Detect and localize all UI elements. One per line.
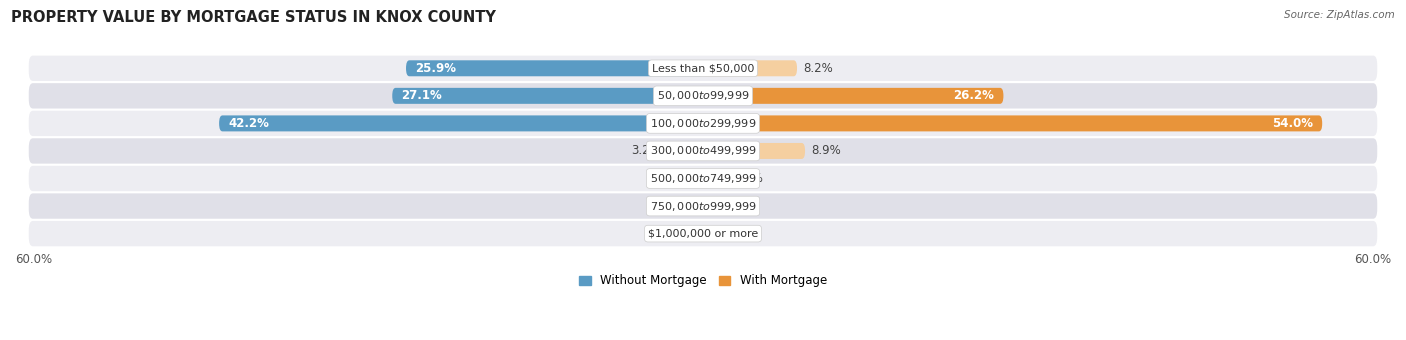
Text: 8.2%: 8.2%	[803, 62, 832, 75]
FancyBboxPatch shape	[703, 115, 1322, 131]
FancyBboxPatch shape	[28, 83, 1378, 108]
Text: 26.2%: 26.2%	[953, 89, 994, 102]
Legend: Without Mortgage, With Mortgage: Without Mortgage, With Mortgage	[574, 269, 832, 292]
FancyBboxPatch shape	[28, 56, 1378, 81]
Text: $500,000 to $749,999: $500,000 to $749,999	[650, 172, 756, 185]
Text: 3.2%: 3.2%	[631, 144, 661, 157]
FancyBboxPatch shape	[703, 171, 727, 187]
Text: 27.1%: 27.1%	[402, 89, 441, 102]
Text: 60.0%: 60.0%	[1354, 253, 1391, 267]
FancyBboxPatch shape	[28, 166, 1378, 191]
Text: $1,000,000 or more: $1,000,000 or more	[648, 228, 758, 239]
Text: 0.54%: 0.54%	[714, 227, 752, 240]
Text: 1.3%: 1.3%	[652, 172, 682, 185]
Text: 42.2%: 42.2%	[228, 117, 269, 130]
Text: $300,000 to $499,999: $300,000 to $499,999	[650, 144, 756, 157]
FancyBboxPatch shape	[28, 138, 1378, 164]
FancyBboxPatch shape	[666, 143, 703, 159]
Text: 0.3%: 0.3%	[664, 227, 693, 240]
FancyBboxPatch shape	[219, 115, 703, 131]
FancyBboxPatch shape	[392, 88, 703, 104]
Text: 54.0%: 54.0%	[1272, 117, 1313, 130]
Text: Source: ZipAtlas.com: Source: ZipAtlas.com	[1284, 10, 1395, 20]
Text: 0.07%: 0.07%	[659, 200, 696, 212]
Text: Less than $50,000: Less than $50,000	[652, 63, 754, 73]
Text: $100,000 to $299,999: $100,000 to $299,999	[650, 117, 756, 130]
Text: $750,000 to $999,999: $750,000 to $999,999	[650, 200, 756, 212]
Text: 0.0%: 0.0%	[709, 200, 738, 212]
Text: 8.9%: 8.9%	[811, 144, 841, 157]
FancyBboxPatch shape	[703, 226, 709, 242]
FancyBboxPatch shape	[703, 60, 797, 76]
FancyBboxPatch shape	[703, 88, 1004, 104]
FancyBboxPatch shape	[700, 226, 703, 242]
FancyBboxPatch shape	[688, 171, 703, 187]
Text: PROPERTY VALUE BY MORTGAGE STATUS IN KNOX COUNTY: PROPERTY VALUE BY MORTGAGE STATUS IN KNO…	[11, 10, 496, 25]
FancyBboxPatch shape	[28, 111, 1378, 136]
Text: 2.1%: 2.1%	[733, 172, 762, 185]
FancyBboxPatch shape	[703, 143, 806, 159]
FancyBboxPatch shape	[406, 60, 703, 76]
Text: 25.9%: 25.9%	[415, 62, 456, 75]
FancyBboxPatch shape	[28, 193, 1378, 219]
Text: 60.0%: 60.0%	[15, 253, 52, 267]
FancyBboxPatch shape	[28, 221, 1378, 246]
Text: $50,000 to $99,999: $50,000 to $99,999	[657, 89, 749, 102]
